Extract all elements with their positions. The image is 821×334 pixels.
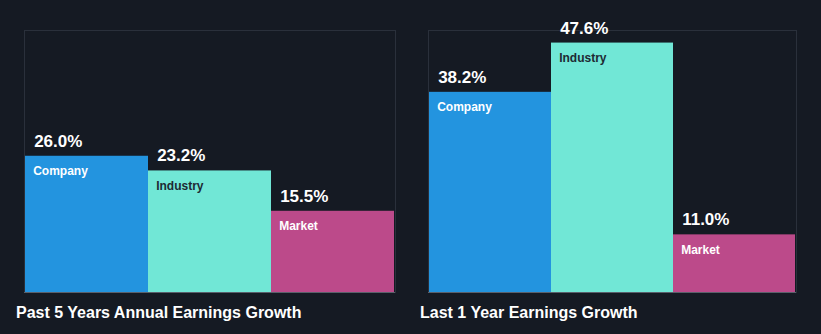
svg-text:Industry: Industry [559,51,607,65]
svg-text:Company: Company [437,100,492,114]
svg-text:Market: Market [681,243,720,257]
svg-text:Industry: Industry [156,179,204,193]
svg-text:Market: Market [279,219,318,233]
html-text:Last 1 Year Earnings Growth: Last 1 Year Earnings Growth [420,304,638,321]
svg-text:15.5%: 15.5% [280,187,328,206]
html-text:Past 5 Years Annual Earnings G: Past 5 Years Annual Earnings Growth [16,304,302,321]
svg-text:11.0%: 11.0% [682,210,729,229]
svg-text:Company: Company [33,164,88,178]
svg-text:26.0%: 26.0% [34,132,82,151]
svg-text:47.6%: 47.6% [560,19,608,38]
svg-text:38.2%: 38.2% [438,68,486,87]
svg-text:23.2%: 23.2% [157,146,205,165]
